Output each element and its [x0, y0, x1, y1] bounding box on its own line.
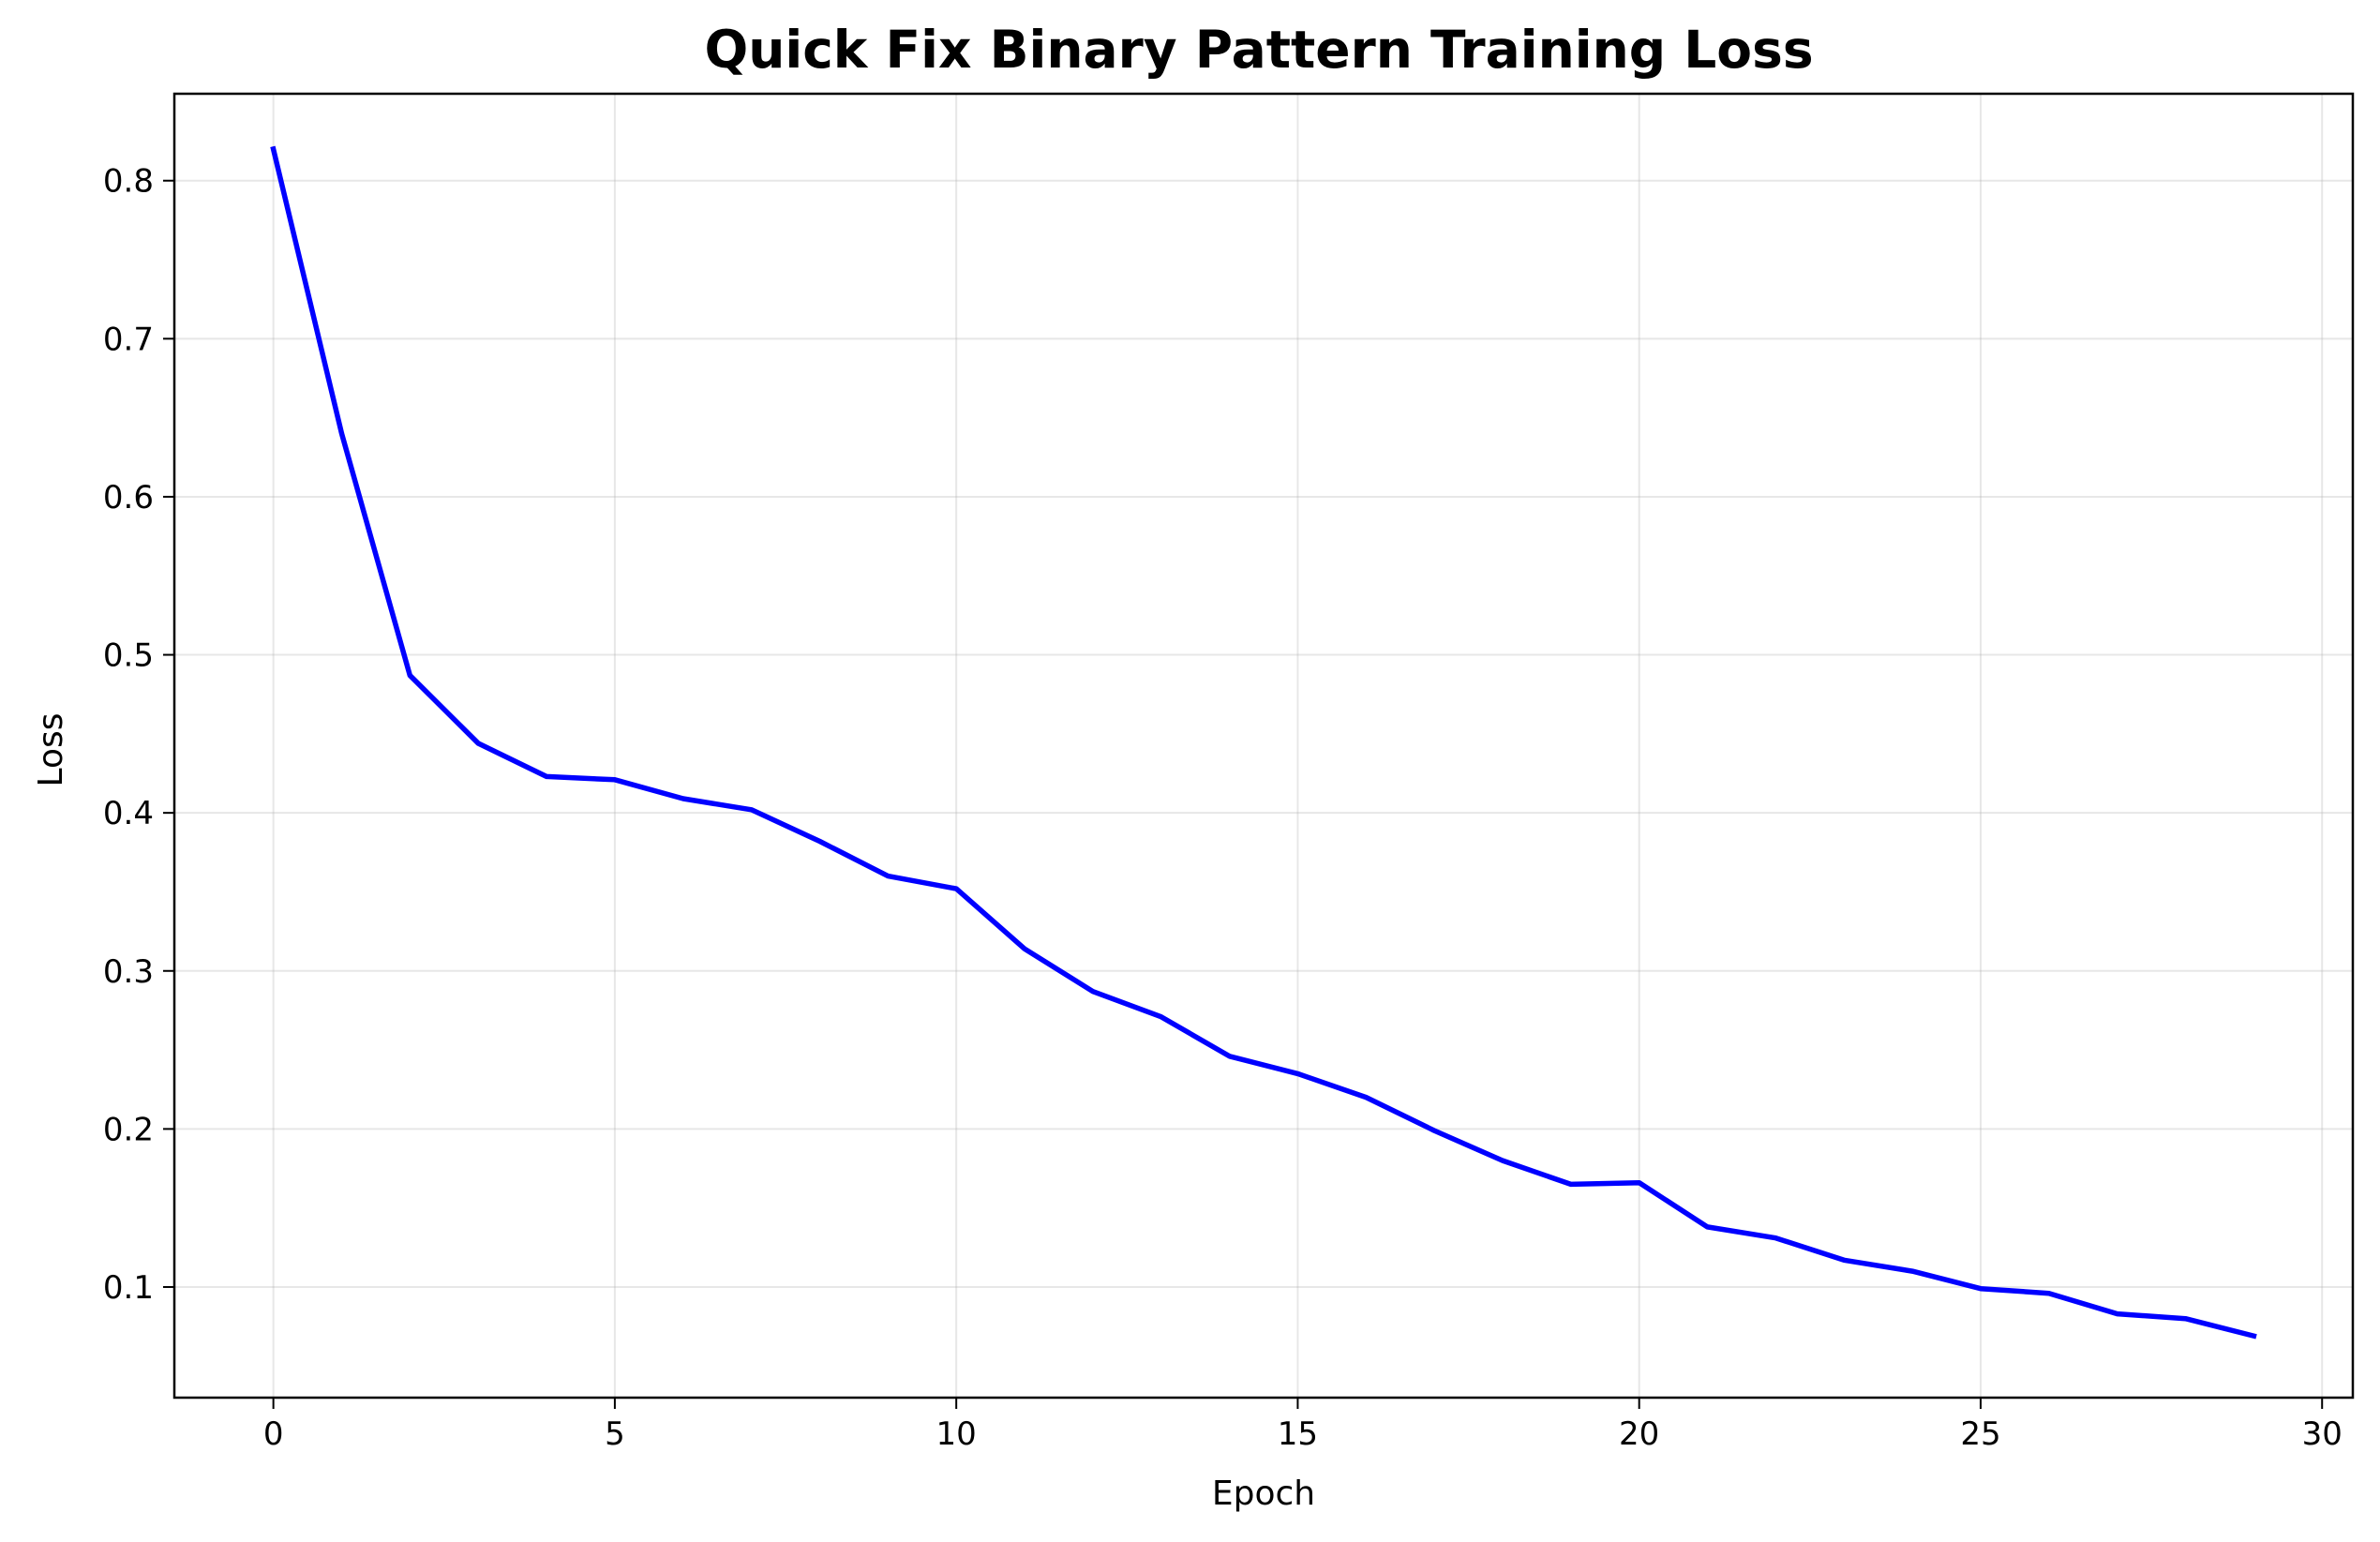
x-axis-label: Epoch	[1212, 1475, 1315, 1513]
loss-series-line	[270, 145, 2257, 1340]
y-tick-label: 0.5	[103, 637, 154, 675]
x-axis-ticks: 0 5 10 15 20 25 30	[263, 1398, 2343, 1453]
grid-lines	[174, 94, 2353, 1398]
y-tick-label: 0.8	[103, 163, 154, 201]
y-tick-label: 0.3	[103, 953, 154, 991]
x-tick-label: 15	[1278, 1415, 1318, 1453]
x-tick-label: 30	[2302, 1415, 2343, 1453]
y-tick-label: 0.2	[103, 1111, 154, 1148]
y-axis-ticks: 0.1 0.2 0.3 0.4 0.5 0.6 0.7 0.8	[103, 163, 174, 1307]
x-tick-label: 20	[1619, 1415, 1659, 1453]
x-tick-label: 25	[1960, 1415, 2000, 1453]
plot-frame	[172, 92, 2355, 1400]
y-tick-label: 0.6	[103, 479, 154, 516]
x-tick-label: 5	[605, 1415, 625, 1453]
x-tick-label: 0	[263, 1415, 284, 1453]
x-tick-label: 10	[936, 1415, 977, 1453]
chart-title: Quick Fix Binary Pattern Training Loss	[704, 20, 1813, 80]
y-axis-label: Loss	[32, 713, 70, 787]
y-tick-label: 0.4	[103, 795, 154, 832]
y-tick-label: 0.7	[103, 321, 154, 358]
series-group	[270, 145, 2257, 1340]
y-tick-label: 0.1	[103, 1269, 154, 1307]
